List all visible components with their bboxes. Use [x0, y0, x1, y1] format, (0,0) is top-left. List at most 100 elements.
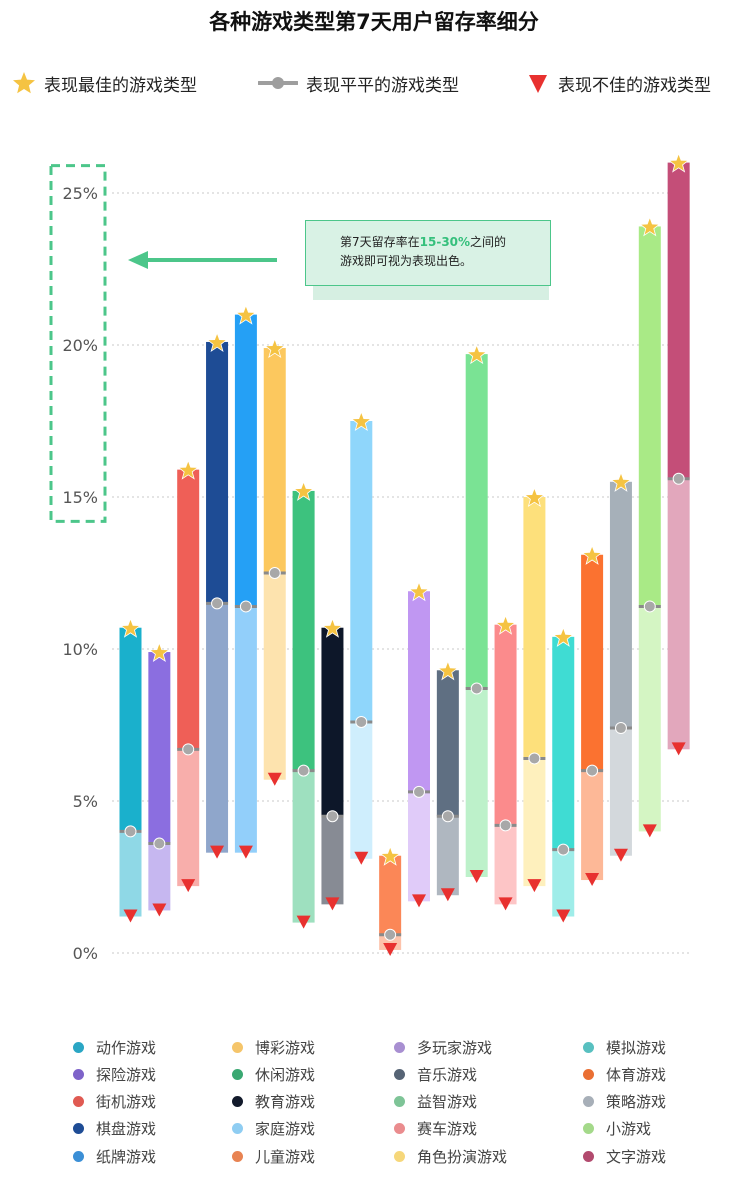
line-dot-icon [258, 77, 298, 89]
best-star-多玩家游戏 [408, 581, 430, 602]
average-dot-儿童游戏 [384, 928, 397, 941]
bar-upper-赛车游戏 [494, 624, 517, 826]
bar-upper-街机游戏 [177, 469, 200, 750]
best-star-休闲游戏 [293, 480, 315, 501]
star-icon [13, 72, 35, 94]
bar-lower-纸牌游戏 [234, 606, 257, 853]
annotation-suffix: 之间的 [470, 235, 507, 249]
legend-dot-icon [73, 1041, 84, 1053]
poor-triangle-家庭游戏 [354, 851, 369, 865]
legend-dot-icon [583, 1123, 594, 1135]
best-star-动作游戏 [119, 617, 142, 638]
average-dot-益智游戏 [470, 682, 483, 695]
poor-triangle-多玩家游戏 [412, 894, 426, 908]
average-dot-角色扮演游戏 [528, 752, 541, 765]
best-star-博彩游戏 [264, 337, 286, 359]
poor-triangle-益智游戏 [469, 870, 484, 883]
average-dot-音乐游戏 [441, 810, 454, 823]
best-star-策略游戏 [610, 471, 632, 492]
best-star-赛车游戏 [494, 614, 517, 635]
legend-item-label: 博彩游戏 [255, 1038, 316, 1057]
legend-item: 家庭游戏 [232, 1118, 315, 1140]
bar-upper-益智游戏 [465, 354, 488, 689]
legend-dot-icon [583, 1096, 594, 1108]
down-triangle-icon [529, 75, 547, 93]
legend-item: 动作游戏 [73, 1036, 156, 1058]
legend-dot-icon [232, 1068, 243, 1080]
arrow-head [128, 251, 148, 269]
legend-item-label: 教育游戏 [255, 1093, 316, 1112]
poor-triangle-角色扮演游戏 [527, 879, 542, 893]
poor-triangle-博彩游戏 [267, 772, 282, 786]
poor-triangle-体育游戏 [585, 873, 600, 887]
bar-lower-体育游戏 [581, 770, 604, 881]
bar-upper-体育游戏 [581, 554, 604, 771]
legend-dot-icon [394, 1041, 405, 1053]
best-star-纸牌游戏 [235, 304, 257, 325]
legend-item: 休闲游戏 [232, 1063, 315, 1085]
bar-lower-棋盘游戏 [206, 603, 229, 853]
legend-item-label: 策略游戏 [606, 1093, 667, 1112]
bar-upper-纸牌游戏 [234, 314, 257, 607]
best-star-文字游戏 [668, 152, 690, 173]
average-dot-教育游戏 [326, 810, 339, 823]
bar-upper-儿童游戏 [379, 855, 402, 935]
average-dot-体育游戏 [586, 764, 599, 777]
legend-item: 小游戏 [583, 1118, 651, 1140]
bar-upper-策略游戏 [609, 481, 632, 729]
average-dot-模拟游戏 [557, 843, 570, 856]
poor-triangle-赛车游戏 [498, 897, 513, 911]
legend-item: 角色扮演游戏 [394, 1145, 507, 1167]
annotation-box: 第7天留存率在15-30%之间的 游戏即可视为表现出色。 [305, 220, 551, 286]
legend-item: 纸牌游戏 [73, 1145, 156, 1167]
poor-triangle-音乐游戏 [440, 888, 455, 902]
bar-lower-博彩游戏 [263, 573, 286, 780]
bar-upper-休闲游戏 [292, 490, 315, 771]
legend-dot-icon [232, 1096, 243, 1108]
legend-dot-icon [583, 1150, 594, 1162]
bar-lower-多玩家游戏 [408, 791, 430, 902]
legend-dot-icon [583, 1068, 594, 1080]
legend-item: 体育游戏 [583, 1063, 666, 1085]
average-dot-动作游戏 [124, 825, 137, 838]
poor-triangle-小游戏 [642, 824, 657, 838]
legend-item-label: 益智游戏 [417, 1093, 478, 1112]
legend-item-label: 棋盘游戏 [96, 1120, 157, 1139]
legend-dot-icon [394, 1150, 405, 1162]
legend-item: 儿童游戏 [232, 1145, 315, 1167]
best-star-街机游戏 [177, 459, 199, 480]
bar-upper-棋盘游戏 [206, 341, 229, 604]
legend-item: 模拟游戏 [583, 1036, 666, 1058]
legend-item: 街机游戏 [73, 1091, 156, 1113]
y-tick-label: 5% [73, 792, 98, 811]
legend-item-label: 文字游戏 [606, 1147, 667, 1166]
legend-item-label: 模拟游戏 [606, 1038, 667, 1057]
average-dot-策略游戏 [614, 722, 627, 735]
legend-best-label: 表现最佳的游戏类型 [44, 75, 197, 96]
legend-dot-icon [73, 1150, 84, 1162]
bar-lower-策略游戏 [609, 728, 632, 856]
poor-triangle-棋盘游戏 [210, 845, 225, 859]
legend-item-label: 动作游戏 [96, 1038, 157, 1057]
legend-item-label: 探险游戏 [96, 1065, 157, 1084]
legend-item-label: 小游戏 [606, 1120, 652, 1139]
poor-triangle-文字游戏 [671, 742, 686, 756]
y-tick-label: 15% [62, 488, 98, 507]
best-star-小游戏 [639, 216, 661, 237]
average-dot-街机游戏 [182, 743, 195, 756]
legend-dot-icon [73, 1123, 84, 1135]
legend-dot-icon [232, 1123, 243, 1135]
annotation-highlight: 15-30% [419, 235, 471, 249]
best-star-音乐游戏 [437, 660, 459, 681]
legend-item: 赛车游戏 [394, 1118, 477, 1140]
legend-item: 文字游戏 [583, 1145, 666, 1167]
chart-title: 各种游戏类型第7天用户留存率细分 [209, 10, 539, 34]
legend-item-label: 家庭游戏 [255, 1120, 316, 1139]
annotation-line-1: 第7天留存率在15-30%之间的 [340, 233, 550, 252]
poor-triangle-纸牌游戏 [238, 845, 253, 859]
best-star-探险游戏 [148, 641, 170, 663]
legend-item: 探险游戏 [73, 1063, 156, 1085]
best-star-角色扮演游戏 [523, 486, 545, 508]
bar-upper-文字游戏 [667, 162, 690, 479]
best-star-模拟游戏 [552, 626, 574, 647]
